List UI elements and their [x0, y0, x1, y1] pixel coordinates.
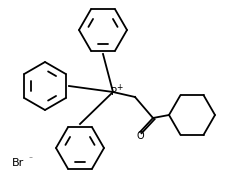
- Text: ⁻: ⁻: [28, 155, 32, 164]
- Text: P: P: [111, 87, 117, 97]
- Text: Br: Br: [12, 158, 24, 168]
- Text: O: O: [136, 131, 144, 141]
- Text: +: +: [116, 82, 122, 91]
